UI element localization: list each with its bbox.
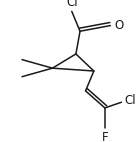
Text: Cl: Cl bbox=[124, 94, 136, 107]
Text: O: O bbox=[115, 19, 124, 32]
Text: Cl: Cl bbox=[66, 0, 78, 9]
Text: F: F bbox=[102, 131, 108, 142]
